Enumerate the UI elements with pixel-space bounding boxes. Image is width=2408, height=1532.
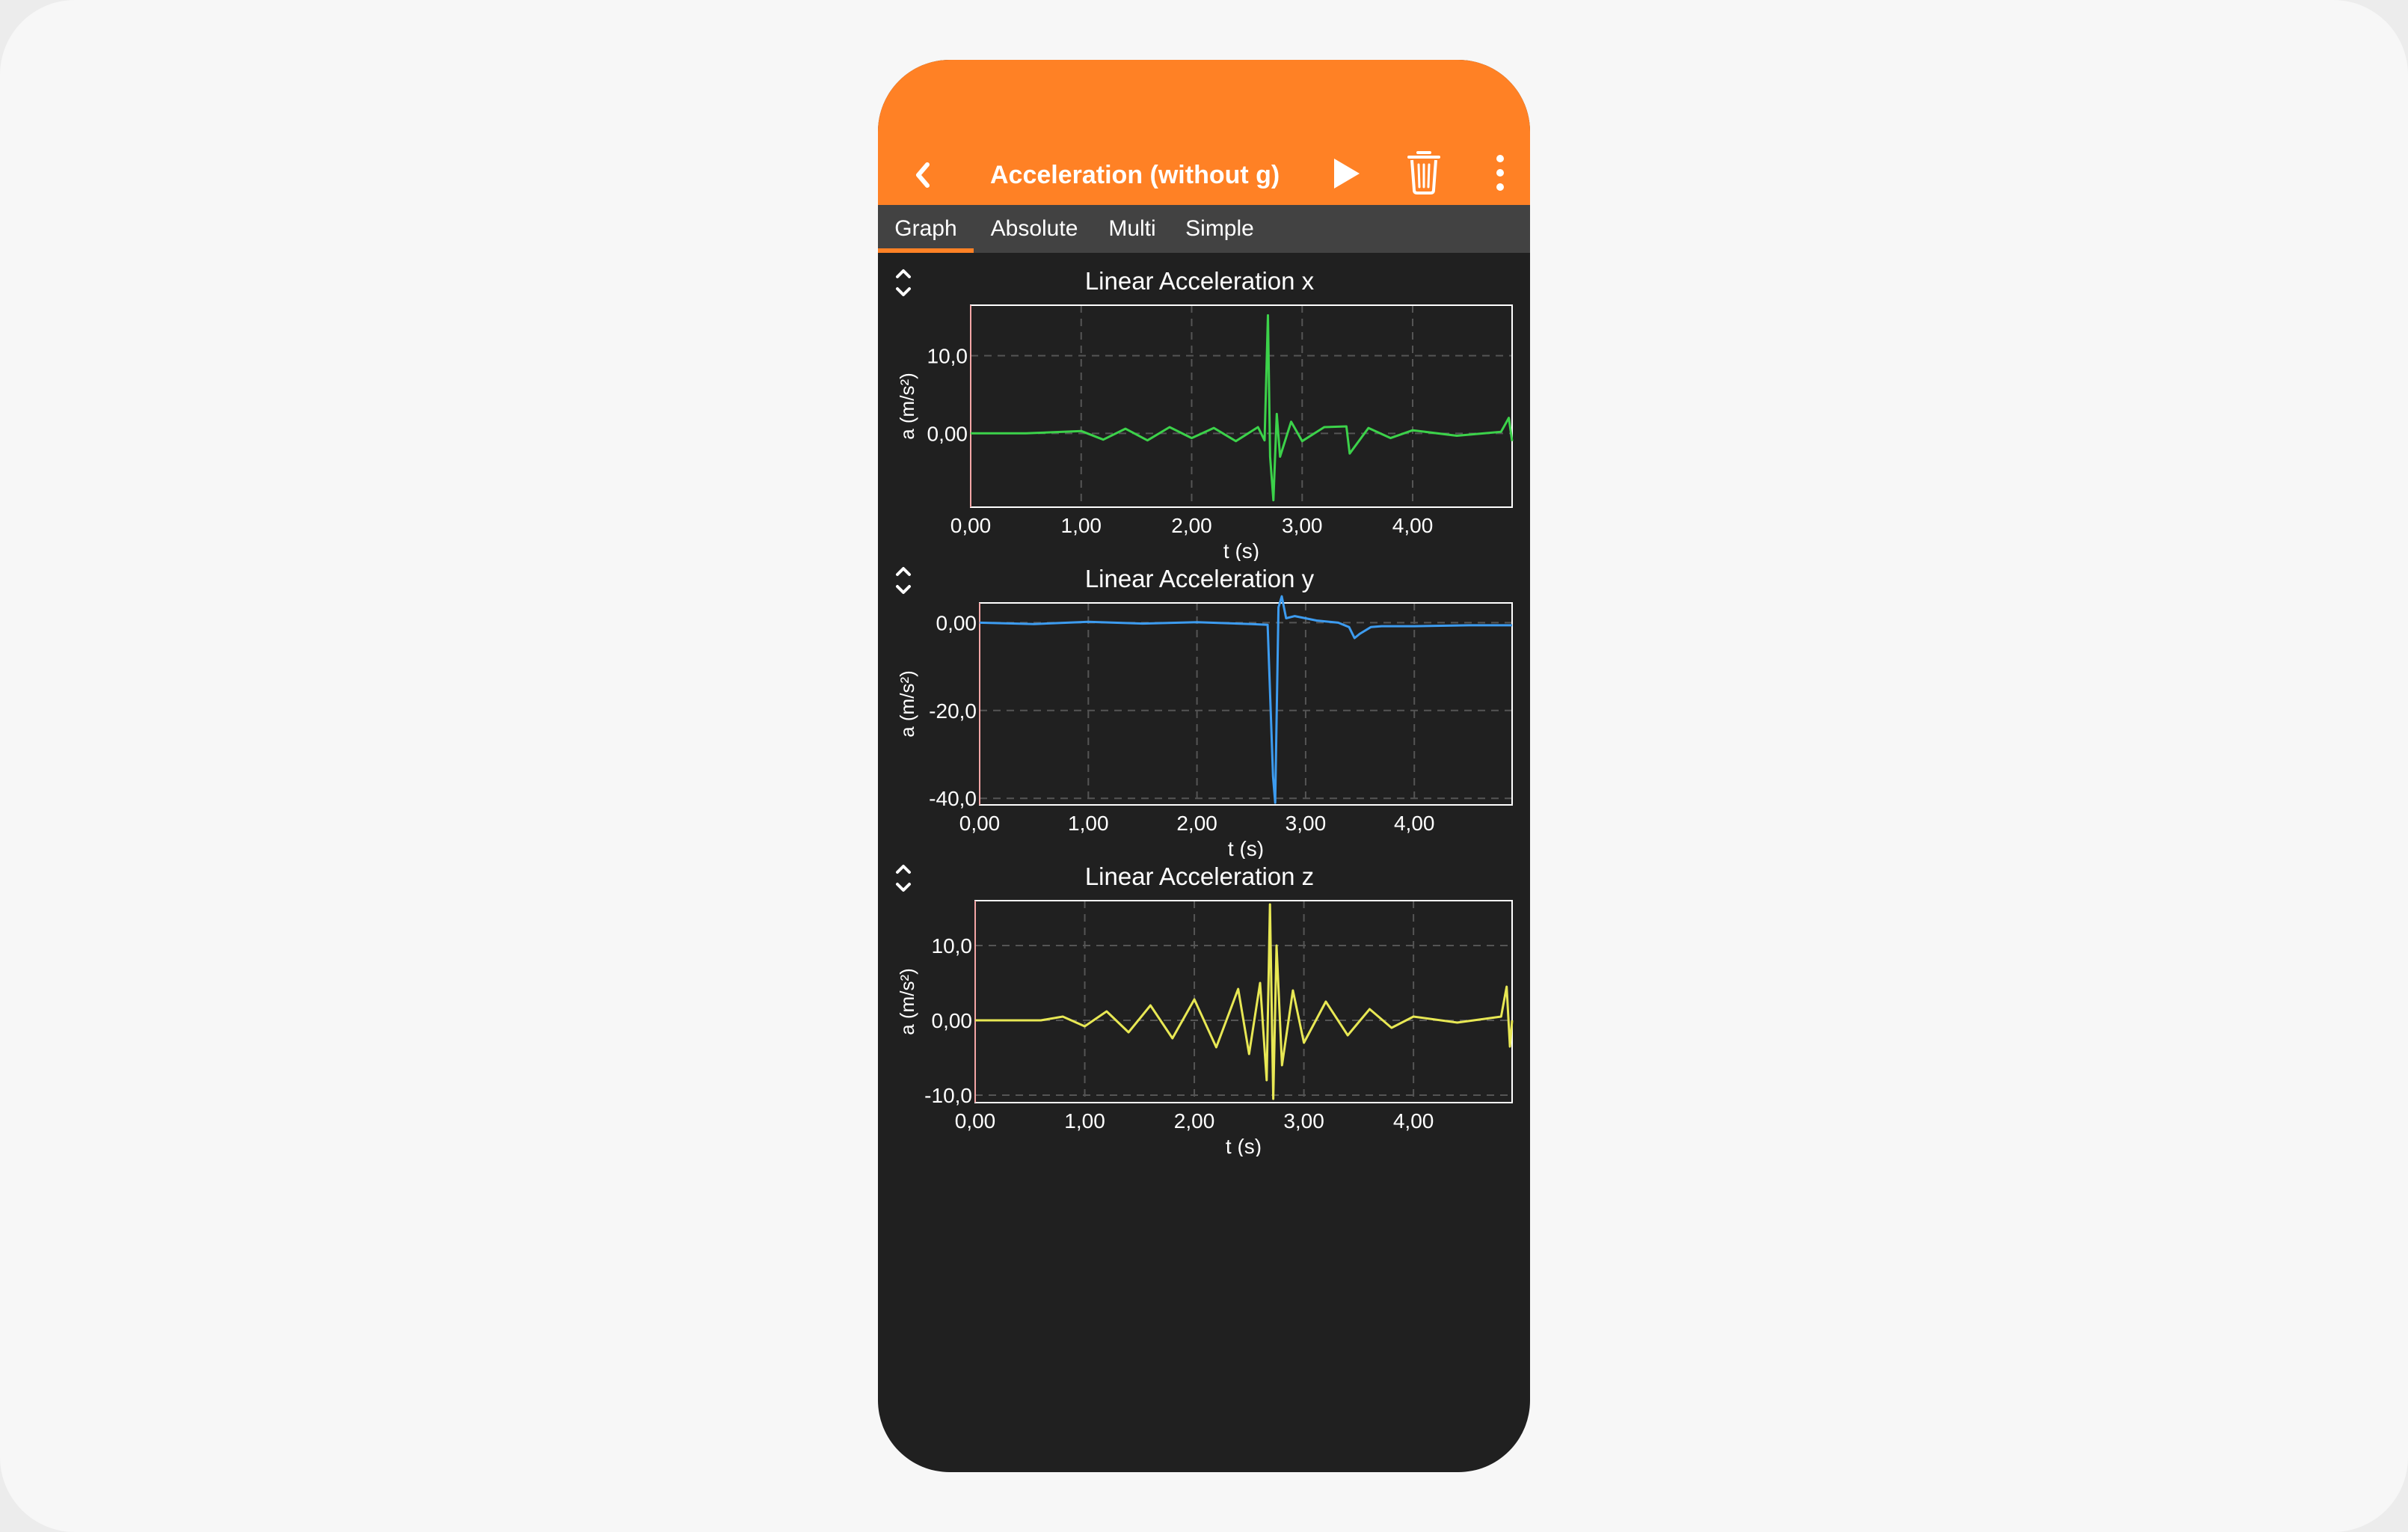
y-tick-label: 10,0 — [927, 345, 968, 368]
series-line — [971, 314, 1514, 502]
chart-plot-x[interactable]: 0,00 1,00 2,00 3,00 4,00 10,0 0,00 t (s) a (m/s²… — [878, 263, 1530, 561]
y-tick-label: 10,0 — [932, 934, 973, 958]
chart-linear-acceleration-z: Linear Acceleration z 0,00 1,00 2,00 3,00 4,… — [878, 859, 1530, 1156]
app-header: Acceleration (without g) — [878, 60, 1530, 205]
more-options-button[interactable] — [1491, 150, 1509, 196]
series-line — [975, 903, 1514, 1100]
x-tick-label: 0,00 — [950, 514, 992, 537]
x-tick-label: 0,00 — [959, 812, 1001, 835]
x-tick-label: 3,00 — [1283, 1109, 1324, 1133]
y-tick-label: 0,00 — [927, 422, 968, 445]
y-tick-label: 0,00 — [936, 611, 977, 634]
tab-multi[interactable]: Multi — [1108, 216, 1156, 241]
x-tick-label: 0,00 — [955, 1109, 996, 1133]
x-axis-label: t (s) — [1228, 837, 1264, 859]
chevron-left-icon — [916, 162, 930, 188]
expand-collapse-icon[interactable] — [891, 564, 915, 601]
x-tick-label: 1,00 — [1068, 812, 1109, 835]
x-axis-label: t (s) — [1226, 1135, 1262, 1156]
trash-icon — [1407, 151, 1440, 194]
y-axis-label: a (m/s²) — [896, 670, 918, 738]
y-tick-label: -40,0 — [929, 787, 977, 810]
x-tick-label: 4,00 — [1392, 514, 1434, 537]
tab-graph[interactable]: Graph — [878, 205, 974, 253]
page-title: Acceleration (without g) — [990, 161, 1280, 189]
x-tick-label: 2,00 — [1174, 1109, 1215, 1133]
play-button[interactable] — [1330, 151, 1364, 196]
plot-frame — [979, 602, 1513, 806]
y-tick-label: 0,00 — [932, 1009, 973, 1032]
x-tick-label: 3,00 — [1286, 812, 1327, 835]
plot-frame — [970, 304, 1513, 508]
y-axis-label: a (m/s²) — [896, 968, 918, 1035]
x-tick-label: 4,00 — [1394, 812, 1435, 835]
chart-title: Linear Acceleration y — [1084, 565, 1315, 592]
y-axis-label: a (m/s²) — [896, 373, 918, 440]
y-tick-label: -20,0 — [929, 699, 977, 723]
phone-frame: Acceleration (without g) Graph Absolute — [878, 60, 1530, 1472]
x-tick-label: 1,00 — [1064, 1109, 1105, 1133]
chart-linear-acceleration-y: Linear Acceleration y 0,00 1,00 2,00 3,00 4,… — [878, 561, 1530, 859]
expand-collapse-icon[interactable] — [891, 862, 915, 899]
tab-simple[interactable]: Simple — [1185, 216, 1254, 241]
x-tick-label: 3,00 — [1282, 514, 1323, 537]
expand-collapse-icon[interactable] — [891, 266, 915, 304]
x-tick-label: 4,00 — [1393, 1109, 1434, 1133]
back-button[interactable] — [906, 153, 939, 197]
y-tick-label: -10,0 — [924, 1084, 972, 1107]
more-vertical-icon — [1496, 155, 1504, 191]
plot-frame — [974, 900, 1513, 1103]
x-axis-label: t (s) — [1223, 539, 1259, 561]
delete-button[interactable] — [1406, 147, 1442, 196]
tab-bar: Graph Absolute Multi Simple — [878, 205, 1530, 253]
x-tick-label: 2,00 — [1176, 812, 1217, 835]
series-line — [979, 595, 1512, 804]
chart-title: Linear Acceleration z — [1084, 862, 1315, 890]
chart-linear-acceleration-x: Linear Acceleration x 0,00 1,00 2,00 3,00 4,… — [878, 263, 1530, 561]
chart-plot-y[interactable]: 0,00 1,00 2,00 3,00 4,00 0,00 -20,0 -40,0 t (s) a… — [878, 561, 1530, 859]
x-tick-label: 2,00 — [1171, 514, 1212, 537]
chart-title: Linear Acceleration x — [1084, 267, 1315, 295]
play-icon — [1334, 159, 1360, 189]
x-tick-label: 1,00 — [1061, 514, 1102, 537]
tab-absolute[interactable]: Absolute — [990, 216, 1078, 241]
